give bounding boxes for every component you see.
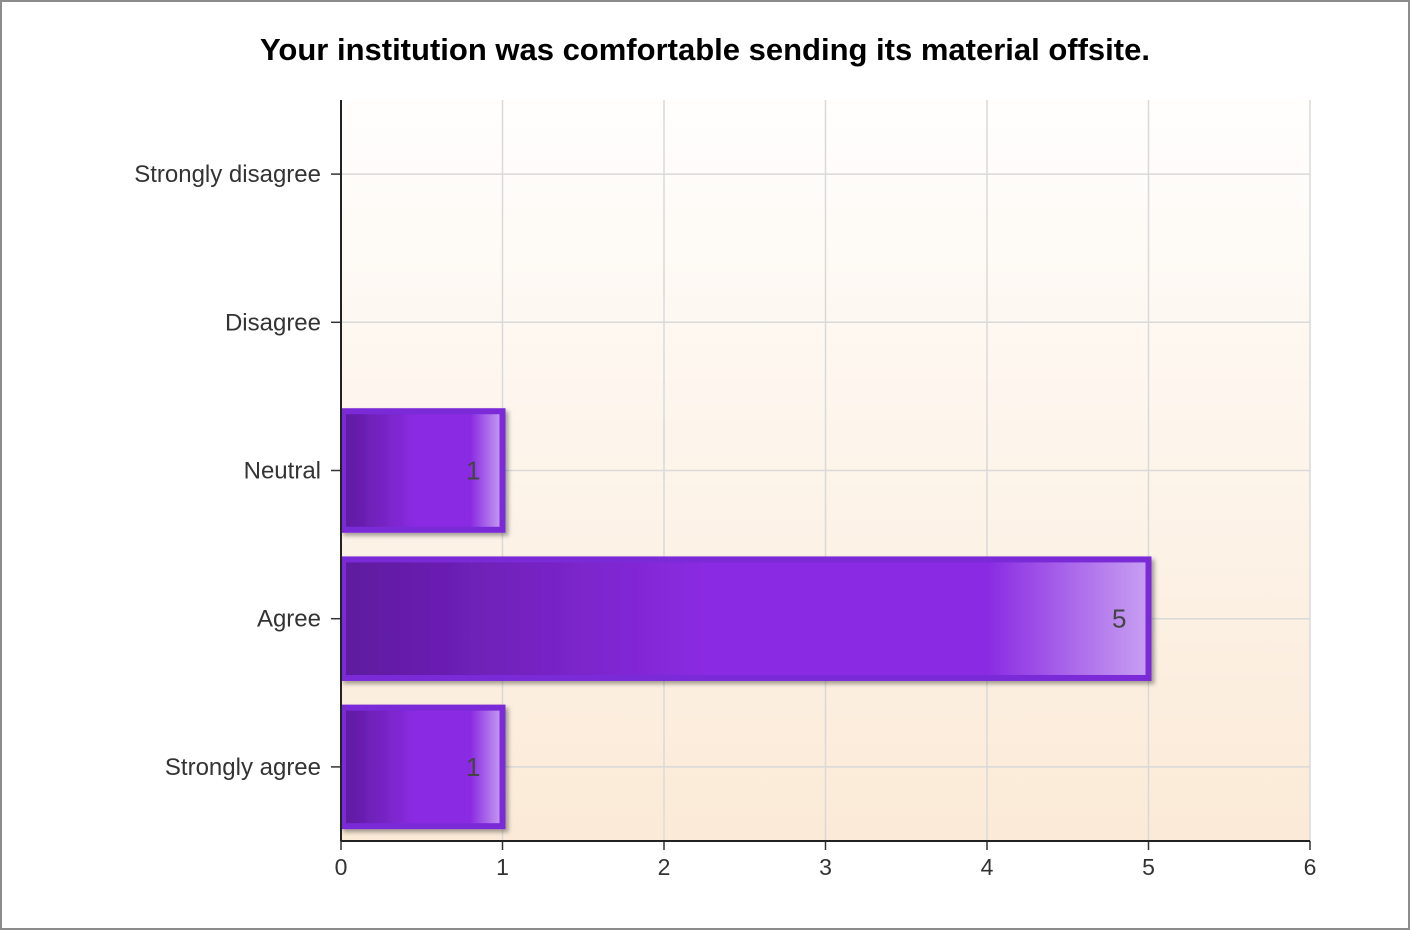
x-tick-label: 4 bbox=[981, 854, 994, 880]
bar-data-label: 1 bbox=[466, 752, 480, 782]
category-label: Disagree bbox=[225, 309, 321, 336]
bar bbox=[340, 408, 506, 533]
category-label: Strongly agree bbox=[165, 754, 321, 781]
x-tick-label: 5 bbox=[1142, 854, 1155, 880]
x-tick-label: 1 bbox=[496, 854, 509, 880]
category-label: Agree bbox=[257, 606, 321, 633]
x-tick-label: 3 bbox=[819, 854, 832, 880]
axes bbox=[331, 100, 1311, 850]
category-label: Strongly disagree bbox=[134, 161, 321, 188]
x-tick-label: 2 bbox=[658, 854, 671, 880]
bar-data-label: 5 bbox=[1112, 604, 1126, 634]
bar-data-label: 1 bbox=[466, 456, 480, 486]
x-tick-label: 6 bbox=[1304, 854, 1317, 880]
x-tick-label: 0 bbox=[335, 854, 348, 880]
category-label: Neutral bbox=[244, 458, 321, 485]
axis-labels: 0 1 2 3 4 5 6 Strongly disagree Disagree Neutral A… bbox=[134, 161, 1316, 880]
bar bbox=[340, 556, 1152, 681]
bars bbox=[340, 408, 1152, 830]
chart-title: Your institution was comfortable sending… bbox=[260, 32, 1150, 67]
bar bbox=[340, 704, 506, 830]
